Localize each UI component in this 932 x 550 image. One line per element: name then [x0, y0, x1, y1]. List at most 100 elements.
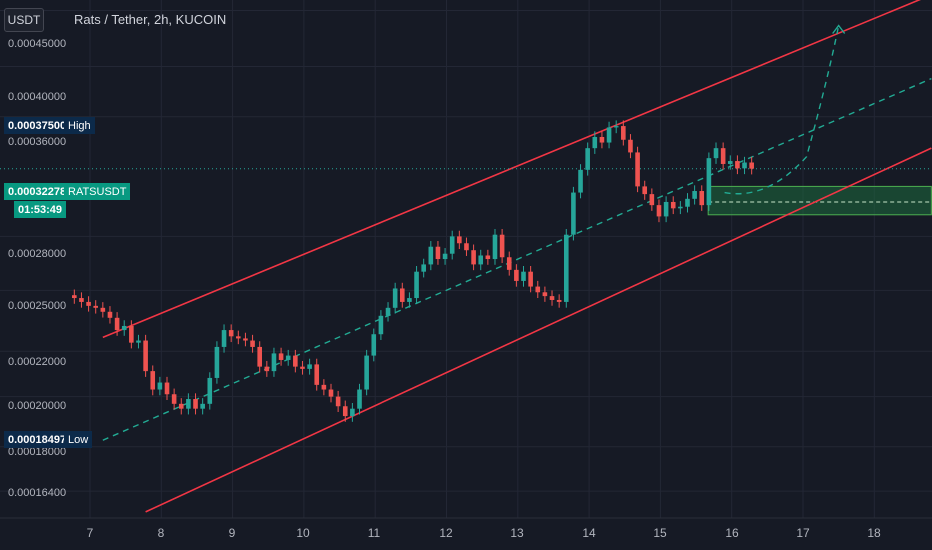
last-price-tag: 0.00032278: [4, 183, 71, 200]
candle-body: [178, 403, 184, 409]
candle-body: [378, 315, 384, 335]
candle-body: [236, 336, 241, 339]
candle-body: [563, 234, 569, 302]
time-axis-label: 10: [296, 526, 310, 540]
candle-body: [136, 340, 141, 343]
candle-body: [735, 161, 740, 169]
projection-path: [724, 25, 840, 195]
candle-body: [221, 330, 227, 347]
price-axis-label: 0.00045000: [8, 38, 67, 50]
candle-body: [649, 194, 655, 206]
candle-body: [250, 340, 255, 347]
candle-body: [421, 264, 426, 272]
candle-body: [193, 399, 198, 409]
candle-body: [143, 340, 148, 372]
candle-body: [435, 246, 441, 260]
time-axis-label: 13: [510, 526, 524, 540]
chart-title: Rats / Tether, 2h, KUCOIN: [74, 12, 227, 27]
candle-body: [471, 250, 476, 265]
candle-body: [407, 298, 412, 302]
candle-body: [257, 346, 262, 367]
high-price-tag: 0.00037500: [4, 117, 71, 134]
candle-body: [385, 307, 391, 316]
candle-body: [278, 353, 284, 360]
candle-body: [585, 148, 590, 170]
channel-lower-line: [145, 147, 932, 513]
candle-body: [414, 271, 419, 299]
candle-body: [442, 253, 448, 260]
candle-body: [150, 371, 156, 390]
time-axis-label: 9: [228, 526, 236, 540]
time-axis-label: 11: [367, 526, 381, 540]
price-axis-label: 0.00020000: [8, 400, 67, 412]
candle-body: [100, 307, 106, 312]
candle-body: [264, 366, 270, 372]
bar-countdown: 01:53:49: [14, 201, 67, 218]
candle-body: [720, 148, 726, 164]
candle-body: [656, 205, 662, 217]
candle-body: [492, 234, 498, 260]
candle-body: [713, 148, 719, 159]
candle-body: [613, 126, 619, 128]
high-label: High: [64, 117, 95, 134]
candle-body: [457, 236, 462, 244]
last-price-symbol: RATSUSDT: [64, 183, 131, 200]
symbol-selector-button[interactable]: USDT: [4, 8, 44, 32]
candle-body: [599, 136, 605, 143]
candle-body: [243, 338, 248, 341]
candle-body: [663, 201, 669, 217]
candle-body: [364, 355, 369, 390]
low-price-tag: 0.00018497: [4, 431, 71, 448]
candle-body: [542, 292, 548, 297]
time-axis-label: 7: [86, 526, 94, 540]
candle-body: [300, 366, 305, 369]
channel-mid-line: [102, 77, 932, 441]
channel-upper-line: [102, 0, 921, 339]
candle-body: [314, 364, 320, 385]
candle-body: [307, 364, 312, 369]
price-axis-label: 0.00018000: [8, 446, 67, 458]
candle-body: [214, 346, 220, 378]
time-axis-label: 8: [157, 526, 165, 540]
candle-body: [635, 152, 640, 187]
candle-body: [556, 299, 562, 302]
candle-body: [449, 236, 455, 254]
candle-body: [742, 162, 747, 169]
candle-body: [478, 255, 484, 265]
candle-body: [621, 126, 626, 140]
candle-body: [79, 298, 84, 302]
candle-body: [692, 191, 697, 199]
candle-body: [293, 355, 298, 367]
candle-body: [578, 169, 583, 193]
candle-body: [685, 198, 690, 207]
time-axis-label: 18: [867, 526, 881, 540]
price-axis-label: 0.00016400: [8, 487, 67, 499]
candle-body: [328, 389, 334, 397]
candle-body: [350, 408, 355, 417]
candle-body: [485, 255, 491, 260]
candle-body: [678, 206, 683, 209]
candle-body: [186, 399, 191, 409]
candle-body: [535, 286, 541, 293]
time-axis-label: 16: [725, 526, 739, 540]
low-label: Low: [64, 431, 93, 448]
time-axis-label: 15: [653, 526, 667, 540]
price-axis-label: 0.00040000: [8, 91, 67, 103]
candle-body: [592, 136, 598, 149]
candle-body: [228, 330, 234, 337]
price-axis-label: 0.00022000: [8, 356, 67, 368]
candle-body: [171, 394, 177, 404]
candle-body: [357, 389, 362, 409]
candle-body: [464, 243, 469, 251]
candle-body: [506, 257, 512, 270]
candle-body: [321, 384, 327, 390]
candle-body: [342, 406, 348, 417]
projection-arrowhead: [832, 24, 846, 34]
candle-body: [121, 325, 127, 331]
candle-body: [107, 311, 113, 318]
candle-body: [749, 162, 754, 169]
candle-body: [371, 334, 377, 356]
candle-body: [271, 353, 277, 372]
